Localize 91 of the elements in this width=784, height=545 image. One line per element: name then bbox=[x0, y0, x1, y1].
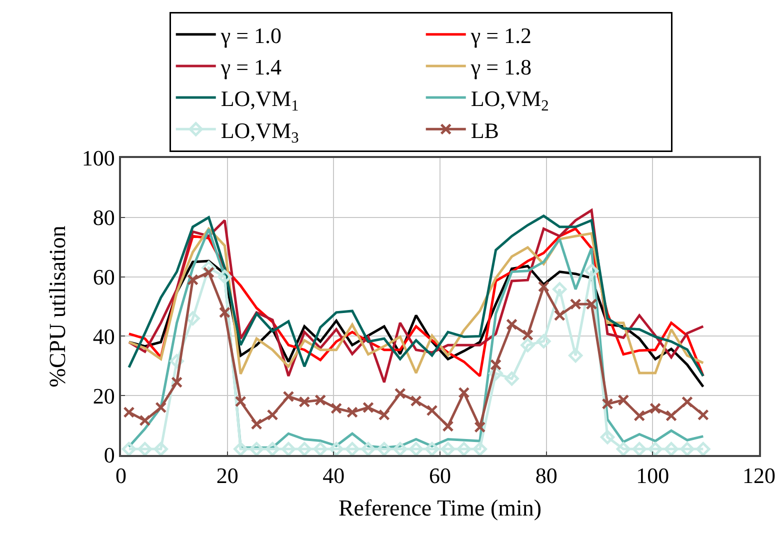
point bbox=[249, 442, 264, 455]
point bbox=[520, 338, 535, 352]
y-axis-title: %CPU utilisation bbox=[44, 225, 70, 388]
legend-label: LO,VM$_{3}$ bbox=[220, 118, 300, 146]
point bbox=[171, 376, 183, 388]
point bbox=[552, 282, 567, 296]
point bbox=[265, 442, 280, 455]
point bbox=[474, 421, 486, 433]
legend-label: LO,VM$_{2}$ bbox=[470, 86, 549, 115]
point bbox=[329, 442, 344, 455]
point bbox=[410, 395, 422, 407]
x-tick-label: 80 bbox=[535, 463, 558, 488]
point bbox=[155, 402, 167, 414]
point bbox=[313, 442, 328, 455]
point bbox=[648, 442, 662, 455]
point bbox=[634, 410, 646, 422]
point bbox=[600, 430, 615, 444]
point bbox=[618, 394, 630, 406]
point bbox=[696, 442, 710, 455]
point bbox=[424, 442, 440, 455]
x-tick-label: 120 bbox=[742, 463, 776, 488]
point bbox=[345, 442, 360, 455]
y-tick-label: 60 bbox=[92, 264, 115, 290]
y-tick-label: 100 bbox=[82, 146, 115, 171]
point bbox=[570, 298, 582, 310]
point bbox=[250, 418, 262, 430]
legend-label: LB bbox=[470, 118, 499, 143]
point bbox=[458, 386, 470, 398]
point bbox=[394, 388, 406, 400]
point bbox=[666, 410, 678, 422]
point bbox=[314, 394, 326, 406]
point bbox=[234, 442, 248, 455]
point bbox=[377, 442, 392, 455]
point bbox=[650, 402, 662, 414]
legend-label: γ = 1.4 bbox=[220, 54, 282, 80]
point bbox=[632, 442, 646, 455]
point bbox=[680, 442, 694, 455]
point bbox=[297, 442, 312, 455]
point bbox=[442, 420, 454, 432]
point bbox=[697, 409, 709, 421]
point bbox=[584, 264, 599, 278]
point bbox=[393, 442, 408, 455]
point bbox=[681, 396, 693, 408]
point bbox=[522, 329, 534, 341]
legend-label: LO,VM$_{1}$ bbox=[220, 86, 299, 115]
point bbox=[266, 409, 278, 421]
point bbox=[346, 406, 358, 418]
legend-label: γ = 1.8 bbox=[470, 54, 532, 80]
legend-label: γ = 1.0 bbox=[220, 22, 282, 48]
point bbox=[122, 442, 136, 455]
point bbox=[154, 442, 168, 455]
point bbox=[378, 409, 390, 421]
point bbox=[440, 442, 456, 455]
point bbox=[138, 442, 152, 455]
point bbox=[218, 306, 230, 318]
point bbox=[602, 398, 614, 410]
point bbox=[408, 442, 424, 455]
legend-label: γ = 1.2 bbox=[470, 22, 532, 48]
point bbox=[616, 442, 631, 455]
point bbox=[361, 442, 376, 455]
x-tick-label: 60 bbox=[429, 463, 451, 488]
point bbox=[536, 334, 551, 348]
point bbox=[506, 318, 518, 330]
x-tick-label: 20 bbox=[216, 463, 238, 488]
point bbox=[664, 442, 678, 455]
point bbox=[139, 414, 151, 426]
y-tick-label: 20 bbox=[92, 383, 115, 408]
point bbox=[218, 270, 232, 284]
point bbox=[538, 280, 550, 292]
point bbox=[568, 348, 583, 363]
point bbox=[456, 442, 472, 455]
x-tick-label: 100 bbox=[636, 463, 670, 488]
point bbox=[330, 402, 342, 414]
point bbox=[362, 402, 374, 414]
point bbox=[282, 390, 294, 402]
point bbox=[298, 396, 310, 408]
point bbox=[281, 442, 296, 455]
point bbox=[234, 396, 246, 408]
y-tick-label: 0 bbox=[104, 442, 115, 468]
y-tick-label: 80 bbox=[92, 205, 115, 230]
point bbox=[123, 406, 135, 418]
point bbox=[554, 310, 566, 322]
point bbox=[504, 372, 519, 386]
point bbox=[472, 442, 487, 455]
point bbox=[490, 358, 502, 370]
point bbox=[426, 404, 438, 416]
point bbox=[187, 274, 199, 286]
point bbox=[586, 298, 598, 310]
x-tick-label: 40 bbox=[322, 463, 345, 488]
x-axis-title: Reference Time (min) bbox=[338, 495, 542, 520]
y-tick-label: 40 bbox=[92, 324, 115, 349]
